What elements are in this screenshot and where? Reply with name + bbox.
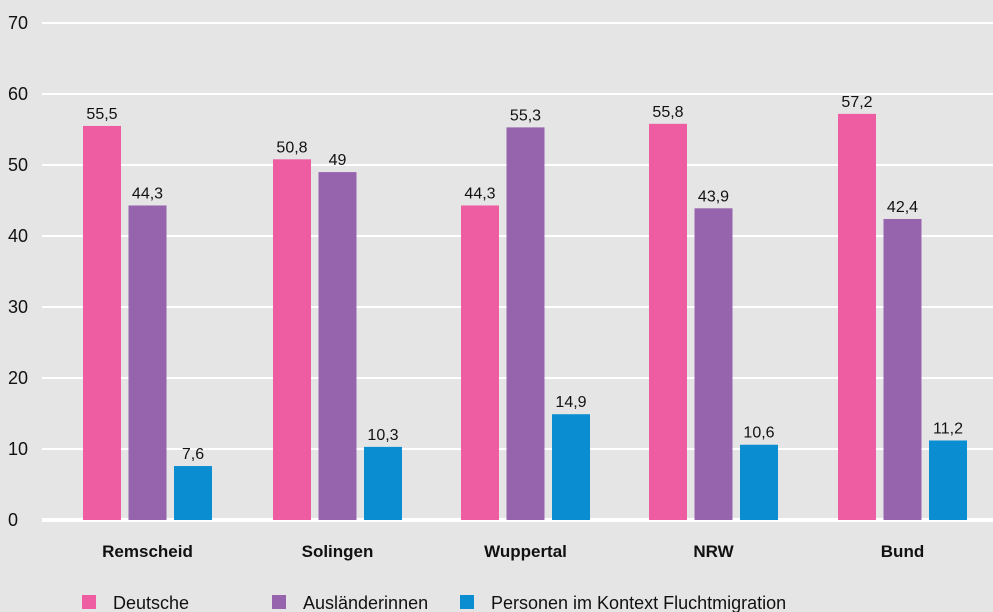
category-label: Wuppertal [484, 542, 567, 561]
data-label: 42,4 [887, 199, 918, 216]
y-tick-label: 20 [8, 368, 28, 388]
data-label: 10,6 [743, 425, 774, 442]
data-label: 10,3 [367, 427, 398, 444]
bar [929, 440, 967, 520]
y-tick-label: 0 [8, 510, 18, 530]
y-tick-label: 40 [8, 226, 28, 246]
category-label: Solingen [302, 542, 374, 561]
bar [883, 218, 922, 520]
data-label: 49 [329, 152, 347, 169]
data-label: 50,8 [276, 139, 307, 156]
bar [174, 466, 212, 520]
y-tick-label: 10 [8, 439, 28, 459]
bar [461, 205, 499, 520]
legend-swatch [460, 595, 474, 609]
x-axis: Remscheid Solingen Wuppertal NRW Bund [102, 542, 924, 561]
bar [364, 446, 402, 520]
legend-label: Ausländerinnen [303, 593, 428, 612]
data-label: 55,3 [510, 107, 541, 124]
bar [506, 127, 545, 521]
data-label: 55,5 [86, 106, 117, 123]
category-label: Remscheid [102, 542, 193, 561]
legend-swatch [82, 595, 96, 609]
data-label: 44,3 [464, 185, 495, 202]
bar [694, 208, 733, 520]
legend-label: Deutsche [113, 593, 189, 612]
y-tick-label: 50 [8, 155, 28, 175]
data-label: 55,8 [652, 104, 683, 121]
bar [273, 159, 311, 520]
data-label: 57,2 [841, 94, 872, 111]
y-axis: 0 10 20 30 40 50 60 70 [8, 13, 28, 530]
y-tick-label: 70 [8, 13, 28, 33]
data-label: 11,2 [933, 420, 963, 437]
legend-label: Personen im Kontext Fluchtmigration [491, 593, 786, 612]
bar [838, 113, 876, 520]
bar [83, 125, 121, 520]
data-label: 44,3 [132, 185, 163, 202]
y-tick-label: 60 [8, 84, 28, 104]
category-label: NRW [693, 542, 734, 561]
bar [128, 205, 167, 520]
bar [649, 123, 687, 520]
bar [552, 414, 590, 520]
bars: 55,5 44,3 7,6 50,8 49 10,3 44,3 55,3 14,9 55,8 43,… [83, 94, 967, 521]
category-label: Bund [881, 542, 924, 561]
bar [740, 444, 778, 520]
bar [318, 172, 357, 520]
legend-swatch [272, 595, 286, 609]
data-label: 7,6 [182, 446, 204, 463]
data-label: 43,9 [698, 188, 729, 205]
legend: Deutsche Ausländerinnen Personen im Kontex… [82, 593, 786, 612]
data-label: 14,9 [555, 394, 586, 411]
y-tick-label: 30 [8, 297, 28, 317]
